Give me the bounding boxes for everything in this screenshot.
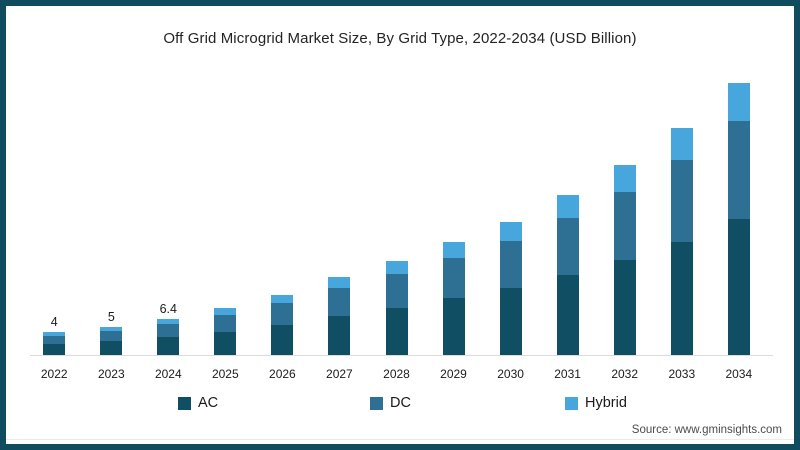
- bar-segment-dc: [670, 160, 693, 242]
- bar-segment-ac: [271, 325, 294, 355]
- legend-label-ac: AC: [198, 395, 219, 411]
- x-axis-label: 2026: [269, 367, 296, 381]
- bar-segment-hybrid: [670, 128, 693, 161]
- legend-swatch-dc-icon: [370, 396, 383, 410]
- bar-segment-ac: [613, 260, 636, 355]
- chart-title: Off Grid Microgrid Market Size, By Grid …: [163, 30, 637, 47]
- x-axis-label: 2030: [497, 367, 524, 381]
- legend: AC DC Hybrid: [6, 395, 794, 415]
- x-axis-label: 2025: [211, 367, 239, 381]
- bar-segment-hybrid: [100, 326, 123, 331]
- bar-segment-ac: [556, 275, 579, 355]
- bar-segment-dc: [43, 335, 66, 344]
- bar-segment-dc: [499, 240, 522, 289]
- bar-segment-ac: [670, 241, 693, 355]
- bar-segment-ac: [43, 343, 66, 355]
- bar-segment-hybrid: [385, 261, 408, 275]
- bar-segment-dc: [613, 191, 636, 261]
- legend-item-hybrid: Hybrid: [565, 395, 627, 411]
- bar-segment-hybrid: [157, 318, 180, 324]
- x-axis-label: 2029: [440, 367, 467, 381]
- bar-value-label: 4: [50, 315, 58, 330]
- source-text: Source: www.gminsights.com: [631, 424, 782, 436]
- bar-segment-dc: [100, 330, 123, 341]
- bar-segment-hybrid: [328, 276, 351, 288]
- bar-segment-hybrid: [499, 221, 522, 241]
- x-axis-label: 2033: [668, 367, 696, 381]
- x-axis-labels: 2022 2023 2024 2025 2026 2027 2028 2029 2030 2031…: [30, 367, 773, 383]
- bar-segment-ac: [328, 315, 351, 355]
- x-axis-label: 2022: [40, 367, 68, 381]
- divider-line: [6, 439, 794, 440]
- bar-segment-ac: [157, 336, 180, 355]
- legend-item-dc: DC: [370, 395, 411, 411]
- bar-segment-dc: [157, 323, 180, 337]
- legend-item-ac: AC: [178, 395, 218, 411]
- x-axis-label: 2034: [725, 367, 753, 381]
- bar-segment-dc: [214, 314, 237, 332]
- x-axis-label: 2032: [611, 367, 639, 381]
- bar-segment-hybrid: [613, 165, 636, 192]
- bar-segment-hybrid: [442, 241, 465, 258]
- x-axis-label: 2031: [554, 367, 581, 381]
- plot-area: 4 5 6.4: [30, 60, 773, 356]
- bar-value-label: 6.4: [159, 301, 177, 316]
- legend-label-hybrid: Hybrid: [585, 395, 627, 411]
- bar-segment-dc: [271, 303, 294, 325]
- bar-segment-dc: [385, 274, 408, 308]
- bar-segment-ac: [100, 340, 123, 355]
- bar-segment-hybrid: [43, 332, 66, 336]
- bar-segment-hybrid: [556, 195, 579, 218]
- bar-segment-ac: [499, 288, 522, 355]
- bar-segment-dc: [328, 287, 351, 316]
- bar-segment-ac: [442, 298, 465, 355]
- legend-swatch-ac-icon: [178, 396, 191, 410]
- x-axis-label: 2024: [154, 367, 182, 381]
- bar-segment-hybrid: [727, 83, 750, 122]
- bar-segment-ac: [214, 331, 237, 355]
- x-axis-label: 2028: [383, 367, 410, 381]
- bar-value-label: 5: [107, 309, 115, 324]
- bar-segment-ac: [385, 308, 408, 355]
- bar-segment-ac: [727, 219, 750, 355]
- bar-segment-hybrid: [214, 307, 237, 315]
- legend-swatch-hybrid-icon: [565, 396, 578, 410]
- bar-segment-dc: [556, 217, 579, 276]
- x-axis-label: 2023: [97, 367, 125, 381]
- bar-segment-dc: [727, 121, 750, 219]
- x-axis-label: 2027: [326, 367, 353, 381]
- bar-segment-hybrid: [271, 294, 294, 304]
- bar-segment-dc: [442, 257, 465, 299]
- legend-label-dc: DC: [390, 395, 411, 411]
